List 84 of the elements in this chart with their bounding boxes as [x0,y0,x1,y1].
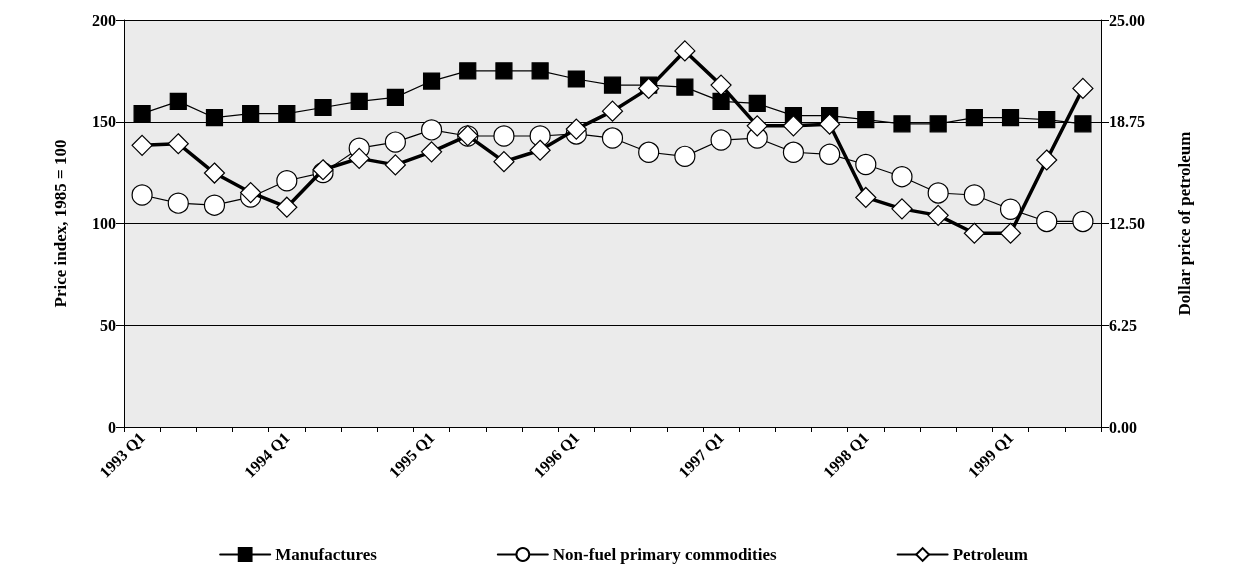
point [459,62,477,80]
point [963,222,985,244]
y2-tick-label: 18.75 [1109,113,1145,131]
point [205,109,224,127]
point [855,153,877,176]
point [710,129,732,151]
legend-label: Petroleum [952,545,1028,564]
point [384,154,406,176]
point [350,92,368,110]
point [674,145,696,167]
point [891,166,913,188]
point [531,62,549,80]
y-axis-title: Price index, 1985 = 100 [51,139,70,308]
point [1036,149,1058,171]
point [276,170,298,192]
y2-tick-label: 6.25 [1109,316,1137,334]
point [819,113,841,135]
point [855,186,877,209]
point [746,115,768,137]
point [674,40,696,62]
point [495,62,513,80]
point [927,204,949,226]
point [638,77,660,99]
point [242,105,260,123]
point [131,184,153,206]
point [169,92,187,110]
point [167,133,189,155]
point [529,139,551,161]
point [1036,210,1058,233]
point [819,143,841,165]
point [857,111,875,129]
y-tick-label: 150 [92,113,116,131]
point [929,115,947,133]
point [240,181,262,204]
point [1038,111,1056,129]
point [133,105,151,123]
point [1072,210,1094,233]
point [314,98,332,117]
point [927,182,949,204]
point [1074,115,1092,133]
point [167,192,189,214]
point [276,196,298,218]
point [999,198,1022,220]
point [386,88,404,106]
point [565,118,587,140]
y2-tick-label: 12.50 [1109,215,1145,232]
point [712,92,730,110]
point [493,125,515,147]
point [782,141,805,163]
y-tick-label: 100 [92,215,116,232]
y-tick-label: 200 [92,11,116,29]
point [131,134,153,156]
point [348,147,370,169]
point [1072,77,1094,99]
point [891,198,913,220]
point [278,105,296,123]
point [601,127,624,149]
legend-label: Non-fuel primary commodities [552,545,778,564]
point [567,70,585,88]
point [710,74,732,96]
point [782,115,805,137]
point [603,76,622,94]
point [420,119,443,141]
point [748,94,766,113]
point [676,78,694,96]
point [965,109,983,127]
point [384,131,406,153]
y2-tick-label: 25.00 [1109,11,1145,29]
point [203,162,226,184]
point [963,184,985,206]
point [422,72,441,90]
legend-label: Manufactures [275,545,378,564]
point [420,141,443,163]
point [999,222,1022,244]
point [493,151,515,173]
y2-tick-label: 0.00 [1109,418,1137,436]
point [638,141,660,163]
point [1001,109,1020,127]
point [893,115,911,133]
point [203,194,226,216]
y-tick-label: 0 [108,418,116,436]
point [601,100,624,122]
y-tick-label: 50 [100,316,116,334]
y2-axis-title: Dollar price of petroleum [1175,131,1194,316]
